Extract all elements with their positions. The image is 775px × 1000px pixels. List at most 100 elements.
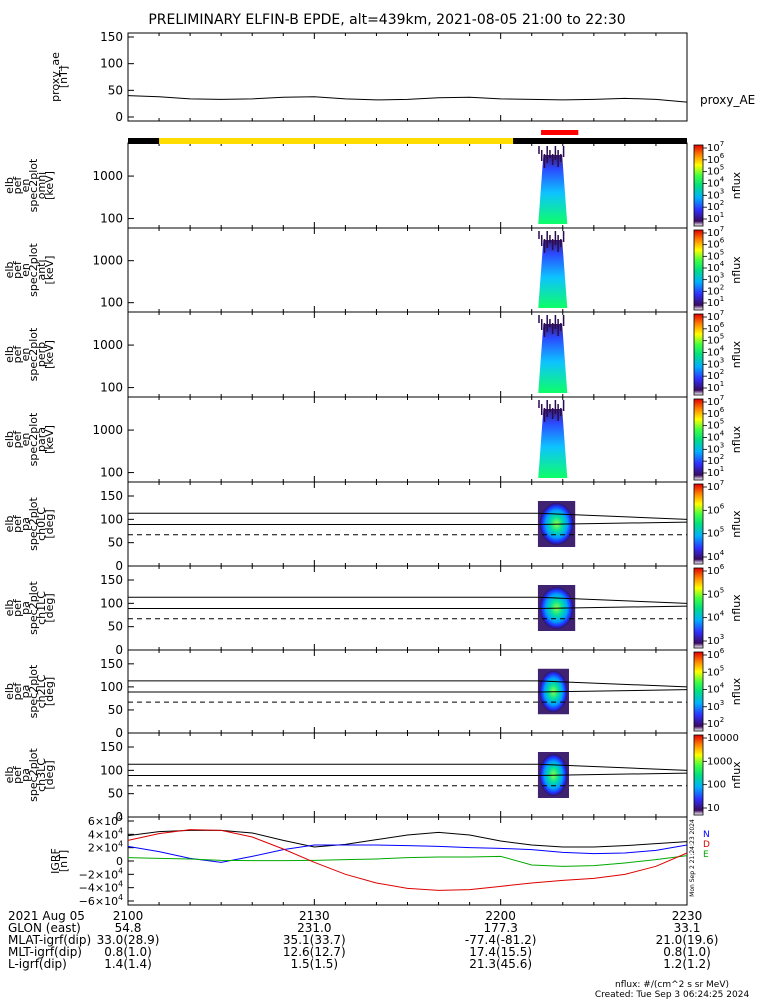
y-tick-label: 150 xyxy=(100,657,123,671)
y-axis-label: en xyxy=(19,179,32,193)
orbit-value: 21.0(19.6) xyxy=(656,933,719,947)
colorbar-tick-label: 10000 xyxy=(707,733,739,744)
y-axis-label: pef xyxy=(11,345,24,364)
colorbar-label: nflux xyxy=(730,594,743,622)
y-tick-label: 1000 xyxy=(92,338,123,352)
y-tick-label: 100 xyxy=(100,381,123,395)
colorbar-label: nflux xyxy=(730,510,743,538)
colorbar-tick-label: 106 xyxy=(707,321,725,335)
colorbar-tick-label: 102 xyxy=(707,199,724,213)
orbit-row-label: GLON (east) xyxy=(8,921,81,935)
colorbar-tick-label: 103 xyxy=(707,699,724,713)
loss-cone-line xyxy=(537,680,688,688)
y-axis-label: ch0LC xyxy=(35,507,48,541)
orbit-value: 1.5(1.5) xyxy=(291,957,339,971)
y-axis-label: omni xyxy=(35,172,48,199)
spectrogram-speck xyxy=(560,239,562,247)
colorbar-label: nflux xyxy=(730,256,743,284)
colorbar-label: nflux xyxy=(730,171,743,199)
orbit-value: 17.4(15.5) xyxy=(469,945,532,959)
spectrogram-speck xyxy=(560,154,562,162)
orbit-value: 1.4(1.4) xyxy=(104,957,152,971)
y-tick-label: 4×104 xyxy=(88,826,123,841)
science-zone-highlight xyxy=(159,138,514,144)
colorbar-tick-label: 105 xyxy=(707,418,724,432)
colorbar-tick-label: 106 xyxy=(707,152,725,166)
colorbar-tick-label: 107 xyxy=(707,394,724,408)
y-axis-label: [nT] xyxy=(57,850,70,872)
colorbar-tick-label: 106 xyxy=(707,502,725,516)
colorbar-tick-label: 107 xyxy=(707,140,724,154)
spectrogram-speck xyxy=(540,404,543,415)
panel-frame xyxy=(127,396,688,483)
loss-cone-line xyxy=(537,763,688,771)
y-axis-label: [deg] xyxy=(43,509,56,538)
y-axis-label: spec2plot xyxy=(27,581,40,635)
spectrogram-speck xyxy=(546,400,548,417)
figure-title: PRELIMINARY ELFIN-B EPDE, alt=439km, 202… xyxy=(148,12,625,28)
y-tick-label: 100 xyxy=(100,212,123,226)
colorbar-tick-label: 107 xyxy=(707,225,724,239)
y-tick-label: −6×104 xyxy=(79,893,123,908)
spectrogram-speck xyxy=(543,239,546,253)
y-axis-label: spec2plot xyxy=(27,412,40,466)
igrf-series-line xyxy=(127,844,688,863)
colorbar-tick-label: 103 xyxy=(707,187,724,201)
y-tick-label: 2×104 xyxy=(88,840,123,855)
orbit-row-label: MLT-igrf(dip) xyxy=(8,945,82,959)
spectrogram-speck xyxy=(549,404,551,412)
y-axis-label: pa xyxy=(19,768,32,782)
y-tick-label: 100 xyxy=(100,763,123,777)
panel-pa_ch1: 106 105 104 103 nflux 150 100 50 0 elbpefpaspec2p… xyxy=(3,563,743,657)
spectrogram-speck xyxy=(551,408,554,419)
y-tick-label: 100 xyxy=(100,466,123,480)
orbit-value: 33.0(28.9) xyxy=(97,933,160,947)
y-tick-label: 150 xyxy=(100,573,123,587)
loss-cone-line xyxy=(537,512,688,520)
y-axis-label: en xyxy=(19,263,32,277)
spectrogram-speck xyxy=(543,154,546,168)
colorbar-tick-label: 102 xyxy=(707,716,724,730)
colorbar-tick-label: 103 xyxy=(707,441,724,455)
orbit-value: 35.1(33.7) xyxy=(283,933,346,947)
orbit-value: 0.8(1.0) xyxy=(104,945,152,959)
colorbar-tick-label: 104 xyxy=(707,345,725,359)
colorbar-tick-label: 104 xyxy=(707,260,725,274)
spectrogram-speck xyxy=(549,319,551,327)
spectrogram-speck xyxy=(538,146,540,154)
y-tick-label: 100 xyxy=(100,57,123,71)
colorbar-tick-label: 1000 xyxy=(707,756,732,767)
anti-loss-cone-line xyxy=(537,772,688,776)
y-axis-label: [deg] xyxy=(43,677,56,706)
spectrogram-speck xyxy=(549,235,551,243)
colorbar-label: nflux xyxy=(730,677,743,705)
colorbar xyxy=(693,398,704,481)
colorbar xyxy=(693,229,704,311)
y-tick-label: 50 xyxy=(108,83,123,97)
y-tick-label: 0 xyxy=(115,643,123,657)
colorbar-tick-label: 104 xyxy=(707,682,725,696)
y-axis-label: spec2plot xyxy=(27,664,40,718)
colorbar-tick-label: 105 xyxy=(707,248,724,262)
y-axis-label: elb xyxy=(3,516,16,533)
panel-frame xyxy=(127,142,688,229)
orbit-row-label: L-igrf(dip) xyxy=(8,957,67,971)
colorbar xyxy=(693,483,704,565)
y-axis-label: elb xyxy=(3,767,16,784)
colorbar-tick-label: 104 xyxy=(707,430,725,444)
orbit-value: 21.3(45.6) xyxy=(469,957,532,971)
orbit-time-label: 2130 xyxy=(299,909,330,923)
orbit-time-label: 2230 xyxy=(672,909,703,923)
y-axis-label: [keV] xyxy=(43,425,56,454)
y-axis-label: ch1LC xyxy=(35,591,48,625)
spectrogram-speck xyxy=(540,319,543,330)
y-axis-label: spec2plot xyxy=(27,243,40,297)
footer-units: nflux: #/(cm^2 s sr MeV) xyxy=(615,980,729,990)
y-axis-label: spec2plot xyxy=(27,748,40,802)
spectrogram-speck xyxy=(554,315,557,329)
spectrogram-speck xyxy=(540,150,543,161)
y-tick-label: 100 xyxy=(100,680,123,694)
colorbar xyxy=(693,651,704,732)
